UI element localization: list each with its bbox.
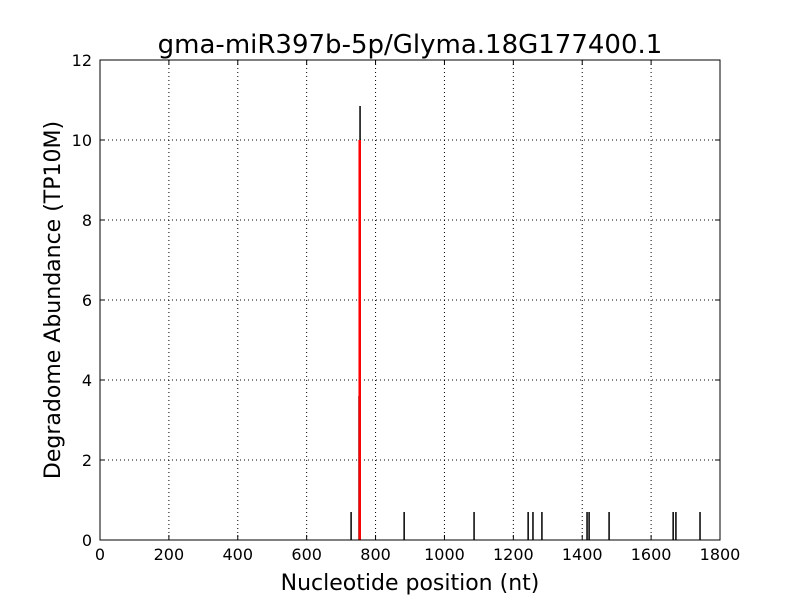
y-tick-label: 2 bbox=[82, 451, 92, 470]
x-tick-label: 1800 bbox=[700, 545, 741, 564]
x-tick-label: 600 bbox=[291, 545, 322, 564]
y-tick-label: 0 bbox=[82, 531, 92, 550]
y-tick-label: 10 bbox=[72, 131, 92, 150]
x-tick-label: 400 bbox=[223, 545, 254, 564]
x-tick-label: 1000 bbox=[424, 545, 465, 564]
x-axis-label: Nucleotide position (nt) bbox=[281, 571, 540, 596]
chart-title: gma-miR397b-5p/Glyma.18G177400.1 bbox=[158, 30, 663, 60]
x-tick-label: 0 bbox=[95, 545, 105, 564]
y-tick-label: 12 bbox=[72, 51, 92, 70]
y-tick-label: 6 bbox=[82, 291, 92, 310]
x-tick-label: 1400 bbox=[562, 545, 603, 564]
x-tick-label: 200 bbox=[154, 545, 185, 564]
y-axis-label: Degradome Abundance (TP10M) bbox=[41, 121, 66, 479]
x-tick-label: 800 bbox=[360, 545, 391, 564]
y-tick-label: 8 bbox=[82, 211, 92, 230]
x-tick-label: 1200 bbox=[493, 545, 534, 564]
y-tick-label: 4 bbox=[82, 371, 92, 390]
x-tick-label: 1600 bbox=[631, 545, 672, 564]
